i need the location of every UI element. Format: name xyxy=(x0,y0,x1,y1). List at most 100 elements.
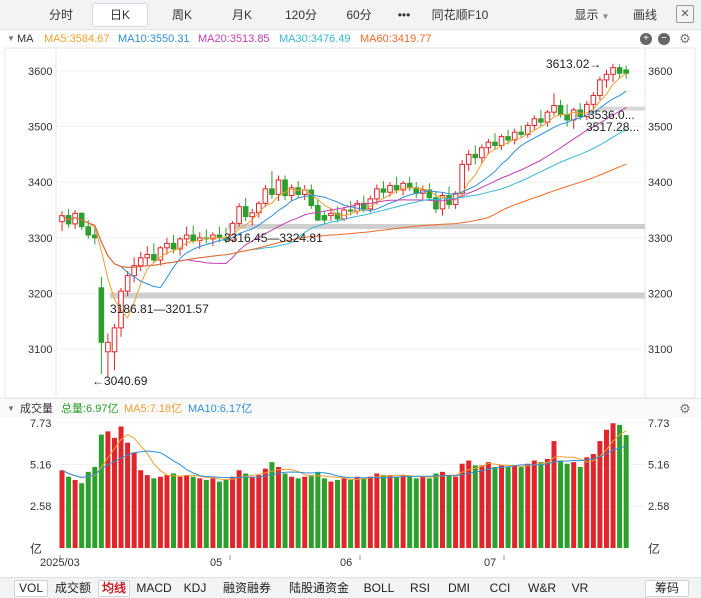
volume-bar xyxy=(230,476,236,548)
price-tick-right: 3600 xyxy=(648,66,672,78)
volume-bar xyxy=(479,465,485,548)
candle-body xyxy=(315,205,321,221)
volume-bar xyxy=(459,463,465,548)
volume-bar xyxy=(243,473,249,548)
volume-unit-right: 亿 xyxy=(648,541,660,556)
volume-bar xyxy=(308,475,314,548)
zoom-in-icon[interactable]: + xyxy=(640,33,652,45)
volume-bar xyxy=(236,470,242,548)
candle-body xyxy=(564,113,570,121)
volume-bar xyxy=(617,424,623,548)
tab-wr[interactable]: W&R xyxy=(528,581,556,595)
ma-indicator-label[interactable]: MA xyxy=(17,33,34,45)
volume-tick-left: 5.16 xyxy=(30,459,51,471)
price-tick-left: 3400 xyxy=(28,177,52,189)
tab-macd[interactable]: MACD xyxy=(136,581,172,595)
volume-bar xyxy=(171,473,177,548)
volume-ma5-line xyxy=(61,430,627,481)
candle-body xyxy=(282,179,288,197)
zoom-out-icon[interactable]: − xyxy=(658,33,670,45)
close-icon[interactable]: ✕ xyxy=(676,5,694,23)
candle-body xyxy=(544,111,551,123)
tab-weekly-k[interactable]: 周K xyxy=(171,8,192,22)
tab-ma[interactable]: 均线 xyxy=(98,580,130,597)
candle-body xyxy=(111,327,118,353)
volume-bar xyxy=(453,476,459,548)
tab-margin[interactable]: 融资融券 xyxy=(222,581,271,595)
volume-tick-right: 5.16 xyxy=(648,459,669,471)
candle-body xyxy=(164,242,170,249)
candle-body xyxy=(256,202,262,214)
candle-body xyxy=(623,69,629,74)
tab-kdj[interactable]: KDJ xyxy=(183,581,207,595)
volume-bar xyxy=(210,478,216,548)
volume-bar xyxy=(177,476,183,548)
gear-icon[interactable]: ⚙ xyxy=(679,31,691,46)
candle-body xyxy=(249,212,256,218)
candle-body xyxy=(242,206,249,218)
volume-bar xyxy=(597,441,603,548)
tab-f10[interactable]: 同花顺F10 xyxy=(431,8,489,22)
candle-body xyxy=(406,182,413,189)
candle-body xyxy=(479,147,485,159)
candle-body xyxy=(518,131,525,135)
display-menu-button[interactable]: 显示 ▼ xyxy=(568,3,616,27)
tab-intraday[interactable]: 分时 xyxy=(48,8,73,22)
high-price-value: 3613.02 xyxy=(546,57,590,71)
volume-bar xyxy=(111,437,117,548)
tab-monthly-k[interactable]: 月K xyxy=(231,8,252,22)
more-periods-button[interactable]: ••• xyxy=(397,8,411,22)
period-tab-bar: 分时 日K 周K 月K 120分 60分 ••• 同花顺F10 显示 ▼ 画线 ✕ xyxy=(0,0,701,30)
candle-body xyxy=(59,215,65,223)
tab-daily-k[interactable]: 日K xyxy=(92,3,148,27)
volume-bar xyxy=(485,462,491,548)
draw-line-button[interactable]: 画线 xyxy=(632,8,657,22)
candle-body xyxy=(597,79,603,96)
volume-bar xyxy=(577,467,583,548)
volume-bar xyxy=(321,478,327,548)
candle-body xyxy=(400,182,406,191)
volume-bar xyxy=(426,478,432,548)
candle-body xyxy=(393,185,400,191)
candle-body xyxy=(354,202,360,212)
gear-icon[interactable]: ⚙ xyxy=(679,401,691,416)
candle-body xyxy=(492,141,498,147)
volume-bar xyxy=(216,481,222,548)
candle-body xyxy=(577,109,584,118)
tab-dmi[interactable]: DMI xyxy=(448,581,470,595)
tab-120min[interactable]: 120分 xyxy=(284,8,318,22)
volume-bar xyxy=(66,476,72,548)
tab-boll[interactable]: BOLL xyxy=(363,581,395,595)
candle-body xyxy=(420,189,426,194)
candle-body xyxy=(603,73,610,81)
volume-bar xyxy=(446,475,452,548)
tab-connect-funds[interactable]: 陆股通资金 xyxy=(288,581,349,595)
tab-cci[interactable]: CCI xyxy=(489,581,511,595)
volume-bar xyxy=(269,462,275,548)
volume-bar xyxy=(538,462,544,548)
volume-bar xyxy=(105,431,111,548)
candle-body xyxy=(485,141,492,149)
collapse-arrow-icon[interactable]: ▼ xyxy=(7,34,15,43)
tab-60min[interactable]: 60分 xyxy=(346,8,372,22)
tab-vol[interactable]: VOL xyxy=(14,580,48,597)
ma5-value: MA5:3584.67 xyxy=(44,33,110,45)
volume-bar xyxy=(492,467,498,548)
volume-title[interactable]: 成交量 xyxy=(20,403,53,415)
candle-body xyxy=(439,195,446,210)
candle-body xyxy=(137,257,144,267)
candle-body xyxy=(183,234,190,240)
candle-body xyxy=(124,275,131,292)
collapse-arrow-icon[interactable]: ▼ xyxy=(7,404,15,413)
volume-bar xyxy=(256,475,262,548)
candle-body xyxy=(92,234,98,239)
high-price-annotation: 3613.02→ xyxy=(546,57,601,71)
candle-body xyxy=(269,188,275,195)
volume-bar xyxy=(98,434,104,548)
tab-rsi[interactable]: RSI xyxy=(409,581,430,595)
chips-button[interactable]: 筹码 xyxy=(645,580,689,597)
volume-bar xyxy=(472,465,478,548)
tab-turnover[interactable]: 成交额 xyxy=(54,581,91,595)
tab-vr[interactable]: VR xyxy=(571,581,589,595)
